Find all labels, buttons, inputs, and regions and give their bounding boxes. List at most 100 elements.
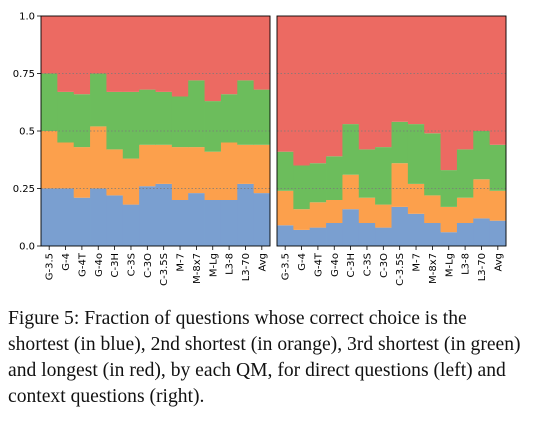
bar-segment-shortest-C-3H (342, 209, 360, 246)
bar-segment-third-G-3.5 (277, 151, 294, 191)
bar-segment-longest-C-3O (375, 16, 392, 148)
bar-segment-third-M-7 (171, 96, 189, 148)
bar-segment-longest-G-3.5 (277, 16, 294, 152)
bar-segment-longest-M-8x7 (424, 16, 441, 134)
bar-segment-longest-G-4 (293, 16, 311, 166)
x-tick-label-L3-70: L3-70 (477, 253, 488, 281)
y-tick-label: 1.0 (19, 12, 35, 23)
bar-segment-third-G-3.5 (41, 73, 58, 131)
x-tick-label-C-3.5S: C-3.5S (395, 253, 406, 286)
bar-segment-shortest-C-3H (106, 195, 124, 246)
x-tick-label-M-Lg: M-Lg (444, 253, 455, 277)
bar-segment-shortest-C-3.5S (155, 183, 173, 246)
x-tick-label-C-3S: C-3S (362, 253, 373, 276)
y-tick-label: 0.75 (13, 69, 35, 80)
bar-segment-shortest-G-4T (309, 227, 327, 246)
bar-segment-third-G-4 (293, 165, 311, 210)
x-tick-label-G-3.5: G-3.5 (281, 253, 292, 280)
plot-frame (276, 15, 507, 247)
bar-segment-third-G-4o (326, 156, 343, 200)
bar-segment-second-C-3.5S (155, 144, 173, 184)
chart-panel-direct-questions: 0.0 0.25 0.5 0.75 1.0 G-3.5 G-4 G-4T G-4o C-3H C-3… (13, 12, 271, 286)
bar-segment-longest-M-Lg (440, 16, 458, 171)
bar-segment-longest-C-3S (358, 16, 376, 150)
x-tick-label-G-4o: G-4o (94, 253, 105, 277)
bar-segment-longest-L3-70 (237, 16, 255, 81)
bar-segment-longest-G-4o (326, 16, 343, 157)
x-tick-label-C-3O: C-3O (143, 253, 154, 278)
bar-segment-shortest-L3-70 (237, 183, 255, 246)
bar-segment-third-L3-70 (473, 131, 491, 180)
bar-segment-shortest-G-4o (90, 188, 107, 246)
bar-segment-longest-G-4 (57, 16, 75, 92)
bar-segment-third-C-3H (106, 91, 124, 150)
bar-segment-shortest-C-3O (139, 186, 156, 246)
figure-stacked-bar-charts: 0.0 0.25 0.5 0.75 1.0 G-3.5 G-4 G-4T G-4o C-3H C-3… (13, 12, 507, 286)
bar-segment-third-C-3S (122, 91, 140, 159)
bar-segment-third-C-3O (375, 147, 392, 205)
x-tick-label-C-3S: C-3S (126, 253, 137, 276)
bar-segment-shortest-M-8x7 (424, 223, 441, 246)
bar-segment-second-L3-8 (456, 197, 474, 223)
bar-segment-shortest-Avg (253, 193, 271, 246)
x-tick-label-G-4: G-4 (61, 253, 72, 271)
bar-segment-second-L3-70 (473, 179, 491, 219)
bar-segment-second-C-3O (375, 204, 392, 228)
bar-segment-second-C-3H (106, 149, 124, 196)
bar-segment-third-Avg (489, 144, 507, 191)
bar-segment-longest-C-3.5S (155, 16, 173, 92)
bar-segment-third-Avg (253, 89, 271, 145)
x-tick-label-M-8x7: M-8x7 (192, 253, 203, 284)
bar-segment-second-G-4o (326, 200, 343, 223)
bar-segment-second-Avg (253, 144, 271, 194)
bar-segment-longest-G-4T (309, 16, 327, 164)
bar-segment-third-C-3S (358, 149, 376, 198)
bar-segment-second-M-7 (171, 147, 189, 200)
bar-segment-shortest-G-3.5 (277, 225, 294, 246)
y-tick-label: 0.5 (19, 127, 35, 138)
bar-segment-second-M-8x7 (188, 147, 205, 194)
bar-segment-shortest-L3-8 (220, 200, 238, 246)
bar-segment-second-C-3.5S (391, 163, 409, 207)
x-tick-label-M-7: M-7 (412, 253, 423, 272)
bar-segment-shortest-L3-8 (456, 223, 474, 246)
bar-segment-shortest-M-Lg (440, 232, 458, 246)
x-tick-label-C-3O: C-3O (379, 253, 390, 278)
bar-segment-third-M-Lg (204, 101, 222, 152)
x-tick-label-L3-8: L3-8 (225, 253, 236, 275)
bar-segment-longest-C-3O (139, 16, 156, 90)
x-tick-label-M-8x7: M-8x7 (428, 253, 439, 284)
bar-segment-shortest-G-4T (73, 197, 91, 246)
bar-segment-second-Avg (489, 190, 507, 221)
bar-segment-shortest-G-4 (293, 229, 311, 246)
bar-segment-shortest-C-3S (122, 204, 140, 246)
bar-segment-second-G-3.5 (277, 190, 294, 226)
bar-segment-shortest-C-3O (375, 227, 392, 246)
bar-segment-longest-M-7 (171, 16, 189, 97)
bar-segment-longest-M-7 (407, 16, 425, 125)
bar-segment-shortest-Avg (489, 220, 507, 246)
x-tick-label-C-3.5S: C-3.5S (159, 253, 170, 286)
bar-segment-third-C-3O (139, 89, 156, 145)
bar-segment-second-C-3S (122, 158, 140, 205)
bar-segment-longest-L3-70 (473, 16, 491, 131)
bar-segment-second-G-4T (73, 147, 91, 198)
bar-segment-third-L3-8 (220, 94, 238, 143)
bar-segment-longest-Avg (489, 16, 507, 145)
x-tick-label-G-4T: G-4T (313, 252, 324, 277)
figure-caption: Figure 5: Fraction of questions whose co… (8, 308, 521, 407)
x-tick-label-L3-70: L3-70 (241, 253, 252, 281)
x-tick-label-M-Lg: M-Lg (208, 253, 219, 277)
x-tick-label-G-4o: G-4o (330, 253, 341, 277)
bar-segment-longest-C-3H (106, 16, 124, 92)
bar-segment-shortest-G-4o (326, 223, 343, 246)
bar-segment-second-G-3.5 (41, 131, 58, 189)
bar-segment-shortest-G-3.5 (41, 188, 58, 246)
y-tick-label: 0.0 (19, 242, 35, 253)
bar-segment-third-C-3.5S (155, 91, 173, 145)
bar-segment-second-G-4T (309, 202, 327, 228)
bar-segment-longest-M-Lg (204, 16, 222, 102)
x-tick-label-Avg: Avg (257, 253, 268, 272)
bar-segment-shortest-M-Lg (204, 200, 222, 246)
bar-segment-third-C-3.5S (391, 121, 409, 164)
